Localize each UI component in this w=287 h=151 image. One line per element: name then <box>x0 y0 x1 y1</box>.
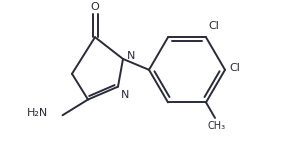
Text: N: N <box>121 90 129 100</box>
Text: H₂N: H₂N <box>27 108 48 118</box>
Text: Cl: Cl <box>208 21 219 31</box>
Text: O: O <box>91 2 99 12</box>
Text: CH₃: CH₃ <box>208 121 226 131</box>
Text: N: N <box>127 51 135 61</box>
Text: Cl: Cl <box>229 63 240 73</box>
